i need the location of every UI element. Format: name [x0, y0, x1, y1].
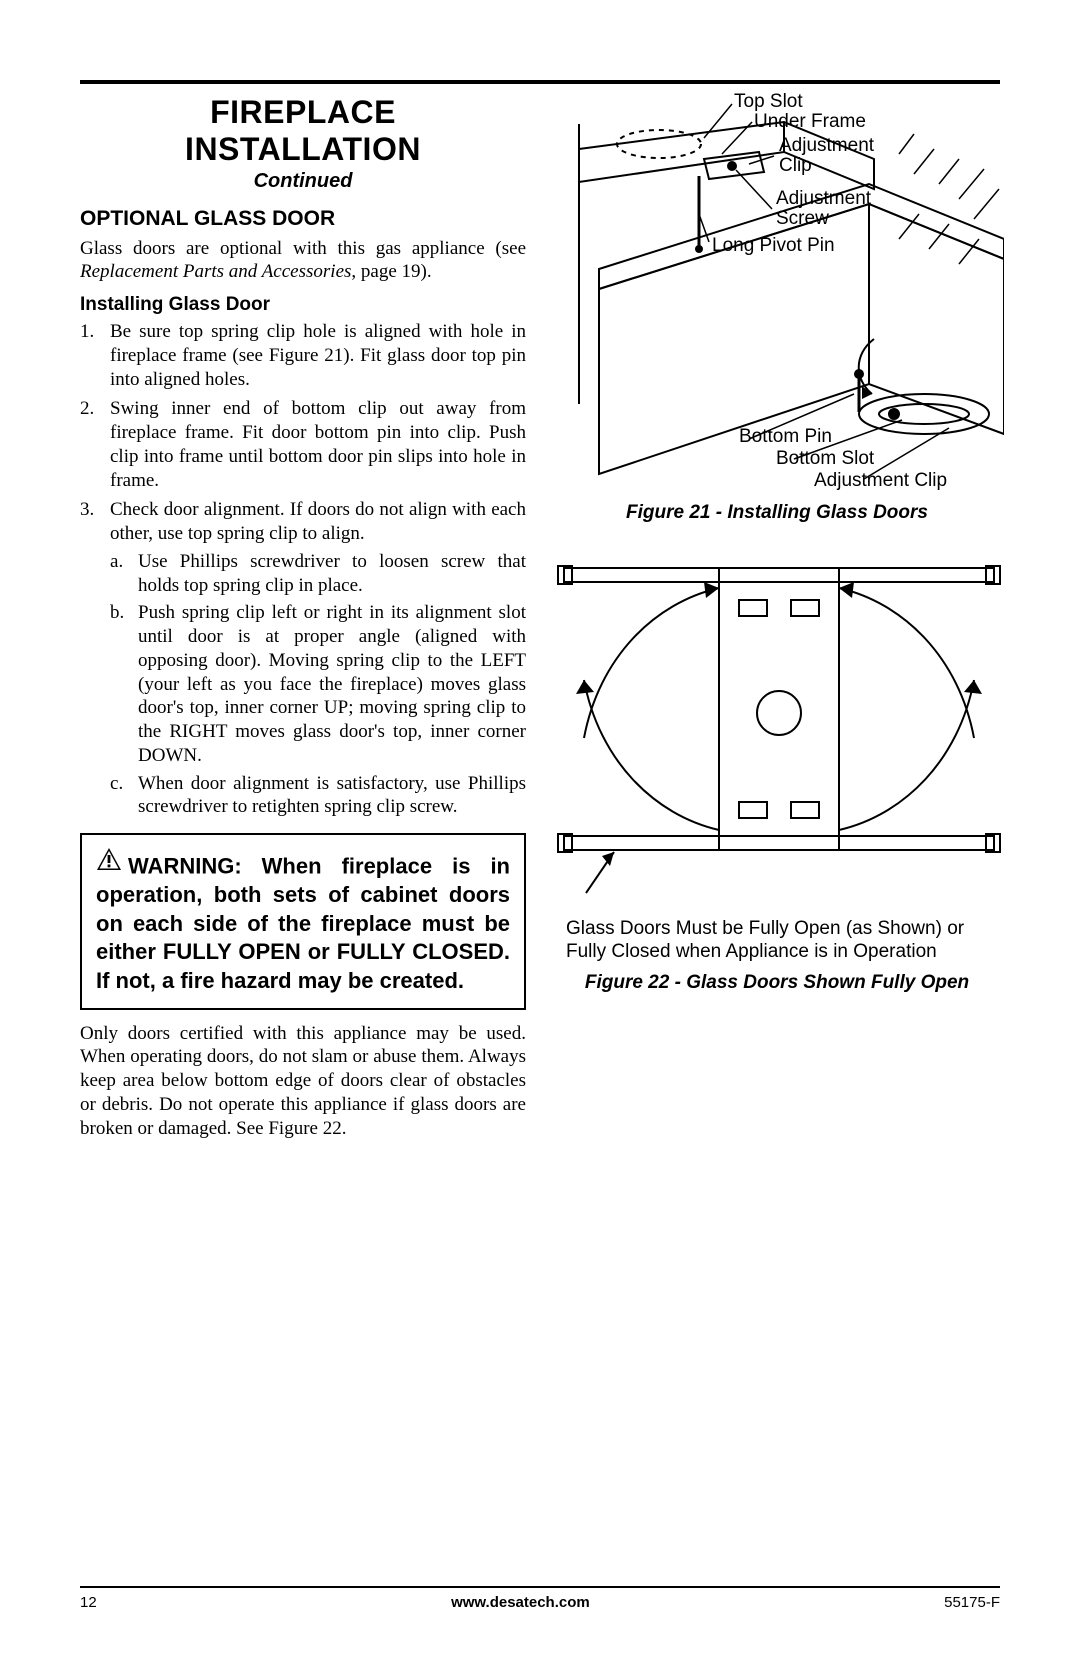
substep-b: Push spring clip left or right in its al… — [110, 601, 526, 767]
label-adj-clip-2: Adjustment Clip — [814, 471, 947, 492]
substeps-list: Use Phillips screwdriver to loosen screw… — [110, 550, 526, 819]
footer-doc: 55175-F — [944, 1594, 1000, 1611]
label-adj-screw-b: Screw — [776, 209, 829, 230]
intro-text-2: , page 19). — [351, 261, 431, 282]
warning-box: WARNING: When fireplace is in operation,… — [80, 833, 526, 1010]
intro-italic: Replacement Parts and Accessories — [80, 261, 351, 282]
figure-22-note: Glass Doors Must be Fully Open (as Shown… — [554, 918, 1000, 964]
page: FIREPLACE INSTALLATION Continued OPTIONA… — [0, 0, 1080, 1669]
section-heading: OPTIONAL GLASS DOOR — [80, 207, 526, 231]
closing-paragraph: Only doors certified with this appliance… — [80, 1022, 526, 1141]
title-line-1: FIREPLACE — [210, 94, 396, 130]
figure-21-caption: Figure 21 - Installing Glass Doors — [554, 502, 1000, 524]
steps-list: Be sure top spring clip hole is aligned … — [80, 320, 526, 819]
warning-text: WARNING: When fireplace is in operation,… — [96, 854, 510, 993]
footer: 12 www.desatech.com 55175-F — [80, 1586, 1000, 1611]
label-bottom-pin: Bottom Pin — [739, 427, 832, 448]
step-2: Swing inner end of bottom clip out away … — [80, 397, 526, 492]
step-3-text: Check door alignment. If doors do not al… — [110, 499, 526, 544]
content-columns: FIREPLACE INSTALLATION Continued OPTIONA… — [80, 94, 1000, 1150]
footer-row: 12 www.desatech.com 55175-F — [80, 1594, 1000, 1611]
main-title: FIREPLACE INSTALLATION — [80, 94, 526, 168]
footer-page: 12 — [80, 1594, 97, 1611]
label-under-frame: Under Frame — [754, 112, 866, 133]
substep-c: When door alignment is satisfactory, use… — [110, 772, 526, 820]
label-adj-screw-a: Adjustment — [776, 189, 871, 210]
label-adj-clip-1b: Clip — [779, 156, 812, 177]
continued-label: Continued — [80, 170, 526, 193]
title-line-2: INSTALLATION — [185, 131, 421, 167]
left-column: FIREPLACE INSTALLATION Continued OPTIONA… — [80, 94, 526, 1150]
figure-22-caption: Figure 22 - Glass Doors Shown Fully Open — [554, 972, 1000, 994]
figure-22 — [554, 548, 1000, 908]
label-top-slot: Top Slot — [734, 92, 803, 113]
label-long-pivot: Long Pivot Pin — [712, 236, 835, 257]
subheading: Installing Glass Door — [80, 294, 526, 316]
substep-a: Use Phillips screwdriver to loosen screw… — [110, 550, 526, 598]
step-3: Check door alignment. If doors do not al… — [80, 498, 526, 819]
label-bottom-slot: Bottom Slot — [776, 449, 874, 470]
bottom-rule — [80, 1586, 1000, 1588]
step-1: Be sure top spring clip hole is aligned … — [80, 320, 526, 391]
figure-21: Top Slot Under Frame Adjustment Clip Adj… — [554, 94, 1000, 494]
top-rule — [80, 80, 1000, 84]
footer-url: www.desatech.com — [451, 1594, 590, 1611]
right-column: Top Slot Under Frame Adjustment Clip Adj… — [554, 94, 1000, 1150]
intro-paragraph: Glass doors are optional with this gas a… — [80, 237, 526, 285]
warning-icon — [96, 847, 122, 879]
label-adj-clip-1a: Adjustment — [779, 136, 874, 157]
figure-22-svg — [554, 548, 1004, 908]
intro-text-1: Glass doors are optional with this gas a… — [80, 238, 526, 259]
